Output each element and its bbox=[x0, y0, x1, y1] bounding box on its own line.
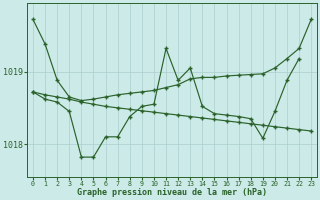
X-axis label: Graphe pression niveau de la mer (hPa): Graphe pression niveau de la mer (hPa) bbox=[77, 188, 267, 197]
